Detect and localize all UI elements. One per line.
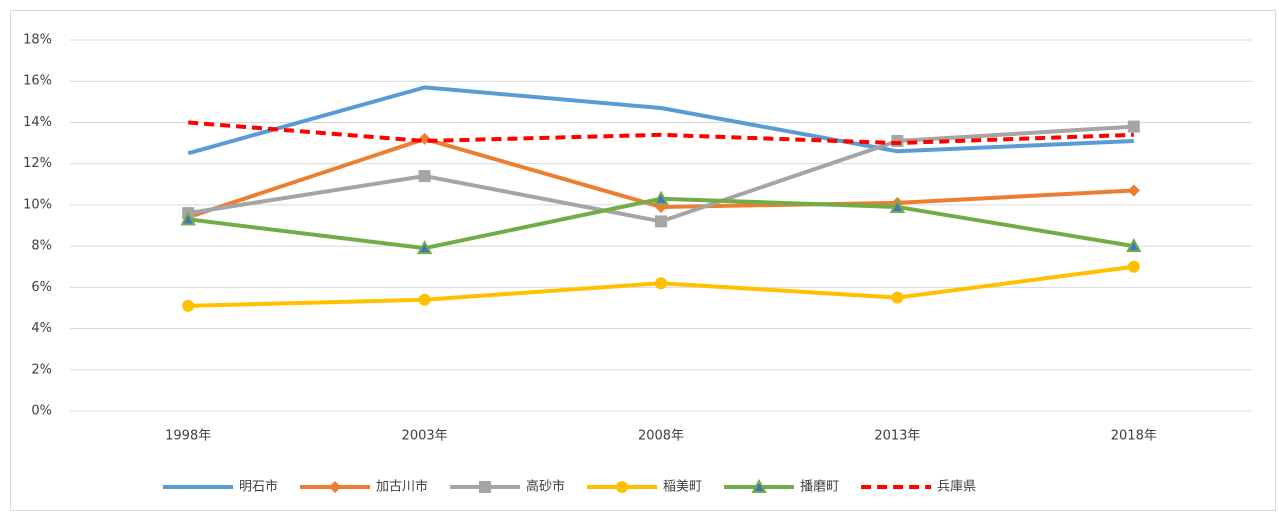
- x-tick-label: 2003年: [402, 429, 448, 444]
- series-line: [188, 120, 1134, 146]
- series-marker: [1127, 184, 1140, 197]
- series-marker: [1127, 120, 1140, 133]
- y-tick-label: 4%: [31, 321, 52, 336]
- legend-marker: [751, 478, 767, 493]
- y-tick-label: 10%: [23, 197, 52, 212]
- y-tick-label: 14%: [23, 115, 52, 130]
- y-tick-label: 6%: [31, 280, 52, 295]
- y-tick-label: 16%: [23, 74, 52, 89]
- chart-border: [10, 10, 1276, 511]
- legend-label: 高砂市: [526, 479, 565, 495]
- x-tick-label: 1998年: [165, 429, 211, 444]
- x-tick-label: 2008年: [638, 429, 684, 444]
- y-tick-label: 18%: [23, 33, 52, 48]
- y-tick-label: 12%: [23, 156, 52, 171]
- x-tick-label: 2018年: [1111, 429, 1157, 444]
- y-tick-label: 8%: [31, 239, 52, 254]
- series-marker: [1126, 238, 1142, 253]
- legend-label: 明石市: [239, 479, 278, 495]
- legend-marker: [616, 481, 629, 493]
- y-tick-label: 0%: [31, 404, 52, 419]
- series-marker: [655, 215, 667, 228]
- y-tick-label: 2%: [31, 362, 52, 377]
- series-line: [187, 85, 1134, 156]
- legend-marker: [479, 481, 492, 493]
- x-tick-label: 2013年: [874, 429, 920, 444]
- series-marker: [182, 299, 195, 312]
- legend-label: 兵庫県: [937, 480, 976, 495]
- series-marker: [891, 291, 904, 304]
- legend-label: 稲美町: [663, 480, 702, 495]
- series-marker: [1127, 260, 1140, 273]
- legend-label: 播磨町: [800, 480, 839, 495]
- legend-label: 加古川市: [376, 479, 428, 495]
- series-marker: [180, 211, 196, 226]
- series-marker: [416, 240, 433, 255]
- series-marker: [889, 198, 906, 213]
- series-marker: [653, 190, 669, 205]
- series-marker: [655, 277, 667, 290]
- series-marker: [418, 293, 431, 306]
- series-marker: [418, 170, 431, 183]
- legend-marker: [329, 481, 342, 493]
